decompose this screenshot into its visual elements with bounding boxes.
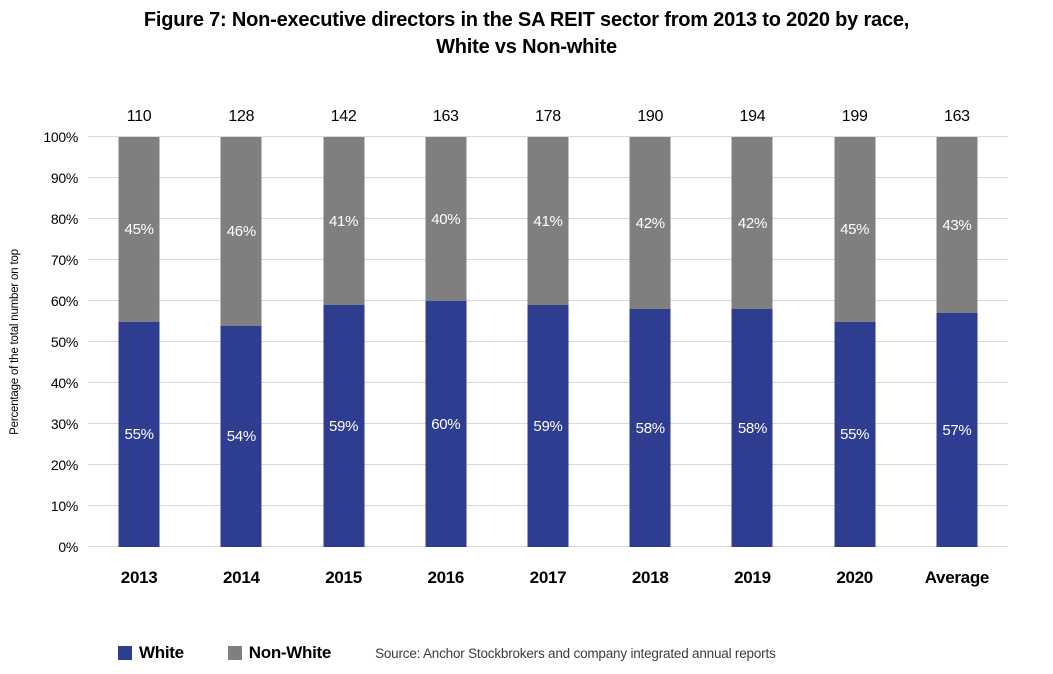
bar-value-label: 46% <box>226 222 256 240</box>
bar-value-label: 59% <box>328 417 359 435</box>
bar-value-label: 55% <box>124 425 154 443</box>
bar-slot: 163 43% 57% Average <box>906 108 1008 587</box>
bar-column: 42% 58% <box>731 137 773 547</box>
y-tick-label: 70% <box>50 252 78 268</box>
total-label: 128 <box>228 108 255 125</box>
y-tick-label: 50% <box>50 334 78 350</box>
y-tick-label: 20% <box>50 457 78 473</box>
bar-slot: 128 46% 54% 2014 <box>190 108 292 587</box>
y-tick-label: 90% <box>50 170 78 186</box>
total-label: 110 <box>126 108 152 125</box>
legend-items: White Non-White <box>118 643 375 663</box>
bar-segment-non-white: 40% <box>425 137 467 301</box>
total-label: 194 <box>739 108 766 125</box>
bar-value-label: 41% <box>328 212 359 230</box>
legend-label: Non-White <box>248 643 332 662</box>
bar-column: 40% 60% <box>425 137 467 547</box>
y-tick-label: 40% <box>50 375 78 391</box>
bar-column: 42% 58% <box>629 137 671 547</box>
bar-segment-white: 55% <box>834 321 876 547</box>
bar-column: 45% 55% <box>834 137 876 547</box>
y-axis-ticks: 0% 10% 20% 30% 40% 50% 60% 70% 80% 90% 100% <box>0 130 78 554</box>
y-tick-label: 30% <box>50 416 78 432</box>
figure-title-line-2: White vs Non-white <box>436 36 617 58</box>
total-label: 163 <box>432 108 459 125</box>
bar-segment-white: 59% <box>527 305 569 547</box>
bar-value-label: 60% <box>431 415 461 433</box>
legend-swatch-white <box>118 646 132 660</box>
source-text: Source: Anchor Stockbrokers and company … <box>375 645 776 661</box>
total-label: 142 <box>330 108 357 125</box>
bar-column: 43% 57% <box>936 137 978 547</box>
bar-segment-non-white: 46% <box>220 137 262 326</box>
legend-item-white: White <box>118 643 184 663</box>
bar-slot: 163 40% 60% 2016 <box>395 108 497 587</box>
bar-segment-white: 60% <box>425 301 467 547</box>
bar-slot: 190 42% 58% 2018 <box>599 108 701 587</box>
gridline <box>88 136 1008 137</box>
bar-value-label: 45% <box>840 220 870 238</box>
bar-value-label: 54% <box>226 427 256 445</box>
bar-slot: 142 41% 59% 2015 <box>292 108 394 587</box>
bar-value-label: 58% <box>737 419 767 437</box>
total-label: 190 <box>637 108 664 125</box>
total-label: 178 <box>535 108 561 125</box>
bar-column: 41% 59% <box>323 137 365 547</box>
bar-slot: 194 42% 58% 2019 <box>701 108 803 587</box>
x-axis-label: 2020 <box>836 568 873 587</box>
x-axis-label: 2019 <box>734 568 771 587</box>
total-label: 199 <box>841 108 868 125</box>
legend-swatch-non-white <box>227 646 242 660</box>
figure-title: Figure 7: Non-executive directors in the… <box>0 7 1053 61</box>
y-tick-label: 80% <box>50 211 78 227</box>
bar-value-label: 41% <box>533 212 563 230</box>
bar-column: 46% 54% <box>220 137 262 547</box>
total-label: 163 <box>943 108 970 125</box>
legend: White Non-White Source: Anchor Stockbroke… <box>118 643 776 663</box>
x-axis-label: 2018 <box>631 568 669 587</box>
bar-value-label: 59% <box>533 417 563 435</box>
x-axis-label: 2014 <box>223 568 260 587</box>
bar-segment-white: 59% <box>323 305 365 547</box>
bar-value-label: 42% <box>635 214 665 232</box>
bar-value-label: 55% <box>840 425 870 443</box>
bar-segment-white: 58% <box>629 309 671 547</box>
bar-value-label: 58% <box>635 419 665 437</box>
y-tick-label: 60% <box>50 293 78 309</box>
bar-segment-white: 55% <box>118 321 160 547</box>
x-axis-label: 2016 <box>427 568 465 587</box>
legend-item-non-white: Non-White <box>227 643 332 663</box>
bar-column: 45% 55% <box>118 137 160 547</box>
y-tick-label: 100% <box>43 129 78 145</box>
figure-title-line-1: Figure 7: Non-executive directors in the… <box>143 9 910 31</box>
bar-segment-white: 58% <box>731 309 773 547</box>
x-axis-label: 2017 <box>529 568 567 587</box>
bar-segment-non-white: 42% <box>629 137 671 310</box>
bar-value-label: 42% <box>737 214 767 232</box>
bar-column: 41% 59% <box>527 137 569 547</box>
bar-value-label: 40% <box>431 210 461 228</box>
x-axis-label: 2013 <box>120 568 158 587</box>
bar-value-label: 43% <box>942 216 972 234</box>
bar-segment-non-white: 42% <box>731 137 773 310</box>
bar-slot: 110 45% 55% 2013 <box>88 108 190 587</box>
plot-area: 110 45% 55% 2013 128 46% 54% 2014 142 41% 59% 2015 1… <box>88 108 1008 587</box>
y-tick-label: 10% <box>50 498 78 514</box>
bar-segment-white: 57% <box>936 313 978 547</box>
bar-segment-non-white: 45% <box>118 137 160 322</box>
bar-segment-non-white: 41% <box>323 137 365 306</box>
legend-label: White <box>139 643 184 662</box>
bar-segment-non-white: 43% <box>936 137 978 314</box>
bar-slot: 178 41% 59% 2017 <box>497 108 599 587</box>
bar-value-label: 57% <box>942 421 972 439</box>
bar-segment-non-white: 41% <box>527 137 569 306</box>
x-axis-label: Average <box>924 568 990 587</box>
bar-segment-white: 54% <box>220 325 262 547</box>
x-axis-label: 2015 <box>325 568 362 587</box>
bar-value-label: 45% <box>124 220 154 238</box>
bar-segment-non-white: 45% <box>834 137 876 322</box>
y-tick-label: 0% <box>58 539 78 555</box>
bar-slot: 199 45% 55% 2020 <box>804 108 906 587</box>
